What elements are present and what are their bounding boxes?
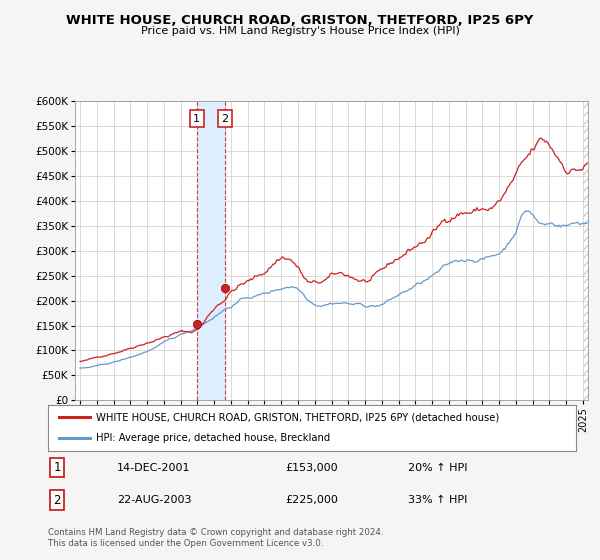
Text: £225,000: £225,000 xyxy=(285,495,338,505)
Text: 20% ↑ HPI: 20% ↑ HPI xyxy=(408,463,467,473)
Text: Price paid vs. HM Land Registry's House Price Index (HPI): Price paid vs. HM Land Registry's House … xyxy=(140,26,460,36)
Text: 1: 1 xyxy=(193,114,200,124)
Text: Contains HM Land Registry data © Crown copyright and database right 2024.
This d: Contains HM Land Registry data © Crown c… xyxy=(48,528,383,548)
Text: 1: 1 xyxy=(53,461,61,474)
Text: £153,000: £153,000 xyxy=(285,463,338,473)
Text: WHITE HOUSE, CHURCH ROAD, GRISTON, THETFORD, IP25 6PY: WHITE HOUSE, CHURCH ROAD, GRISTON, THETF… xyxy=(67,14,533,27)
Bar xyxy=(197,101,225,400)
Text: WHITE HOUSE, CHURCH ROAD, GRISTON, THETFORD, IP25 6PY (detached house): WHITE HOUSE, CHURCH ROAD, GRISTON, THETF… xyxy=(95,412,499,422)
Text: 2: 2 xyxy=(221,114,229,124)
Text: 22-AUG-2003: 22-AUG-2003 xyxy=(117,495,191,505)
Text: 2: 2 xyxy=(53,493,61,507)
Text: 33% ↑ HPI: 33% ↑ HPI xyxy=(408,495,467,505)
Text: 14-DEC-2001: 14-DEC-2001 xyxy=(117,463,191,473)
Text: HPI: Average price, detached house, Breckland: HPI: Average price, detached house, Brec… xyxy=(95,433,330,444)
Bar xyxy=(583,101,588,400)
